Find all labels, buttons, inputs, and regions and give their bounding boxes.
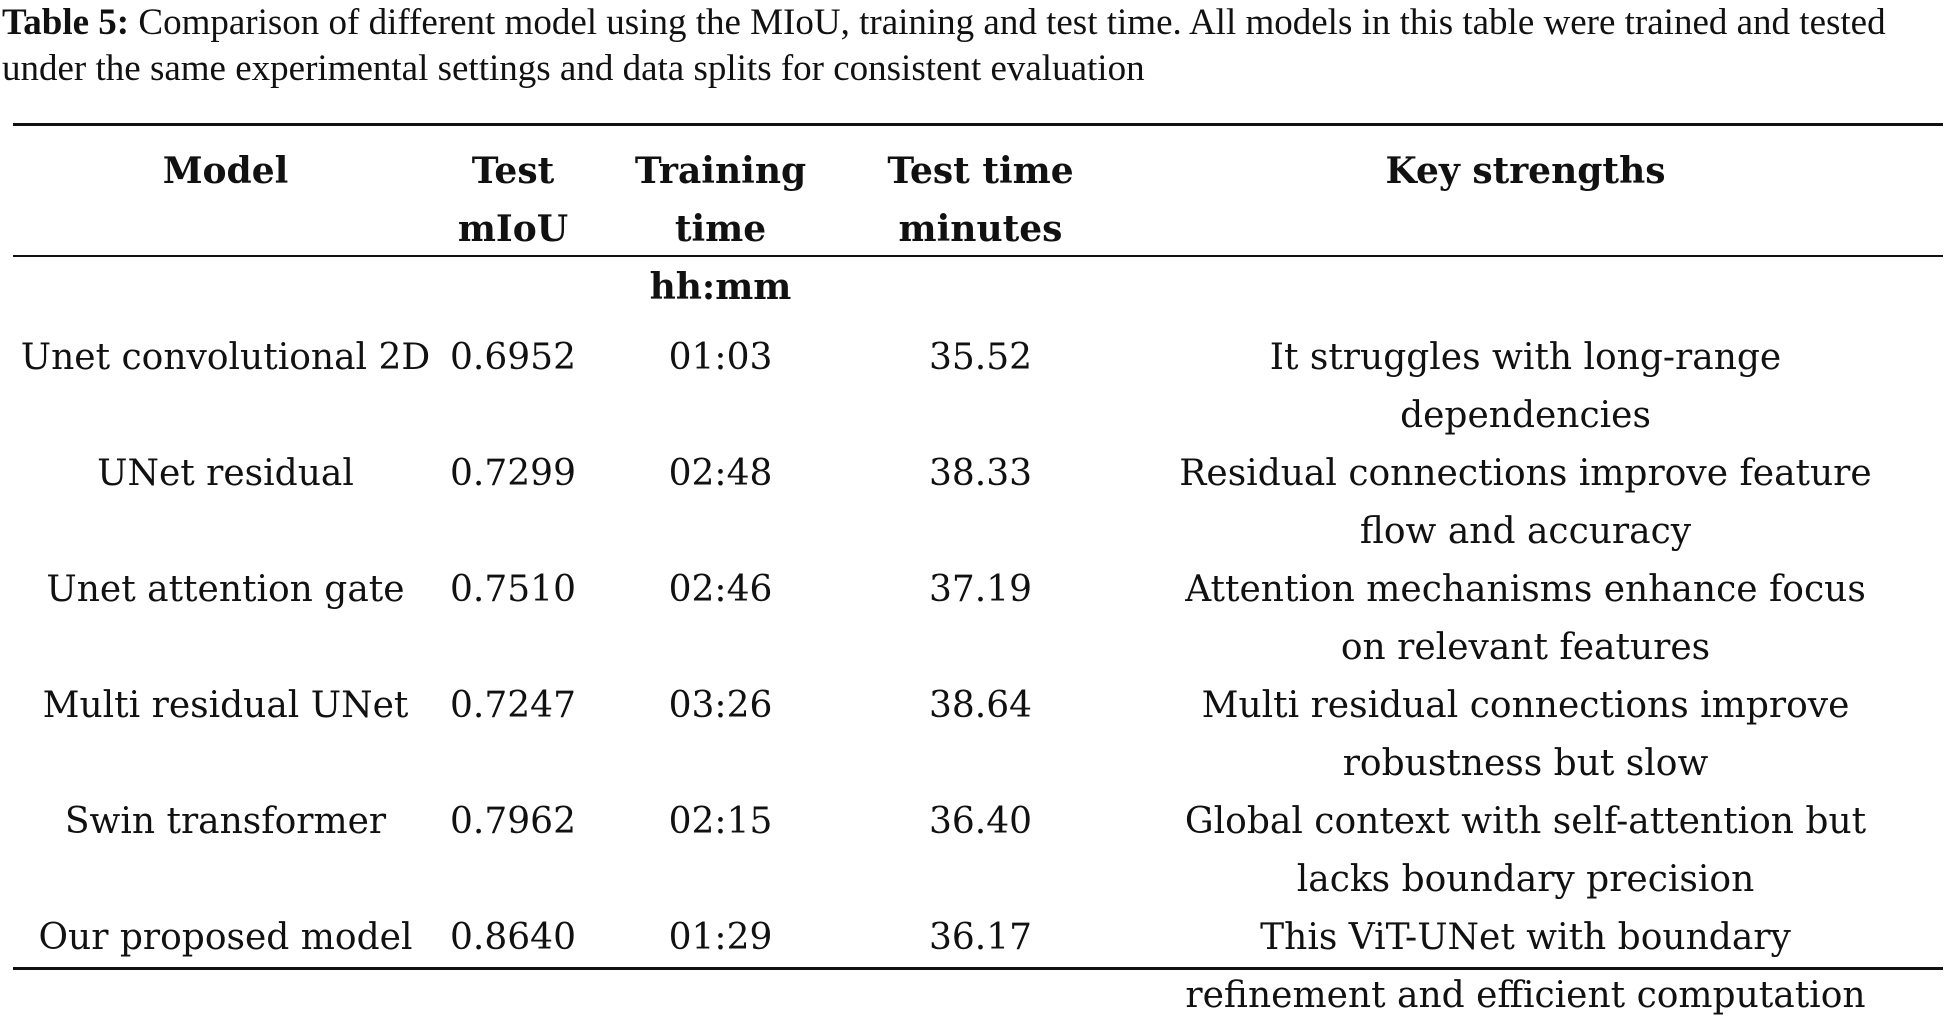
cell-test-time: 35.52 [928, 337, 1033, 378]
header-test-time: Test time minutes [853, 142, 1108, 316]
cell-miou: 0.8640 [450, 917, 576, 958]
table-caption: Table 5: Comparison of different model u… [2, 0, 1952, 92]
cell-key-strengths: This ViT-UNet with boundary refinement an… [1108, 909, 1943, 1025]
header-key-strengths-text: Key strengths [1385, 150, 1666, 192]
cell-key-strengths: It struggles with long-range dependencies [1108, 316, 1943, 445]
cell-key-strengths: Residual connections improve feature flow… [1108, 445, 1943, 561]
header-model: Model [13, 142, 438, 316]
cell-training-time: 02:48 [668, 453, 773, 494]
cell-test-time: 36.17 [928, 917, 1033, 958]
header-test-time-line2: minutes [898, 208, 1063, 250]
cell-training-time: 03:26 [668, 685, 773, 726]
cell-key-strengths-line2: refinement and efficient computation [1185, 975, 1866, 1016]
header-test-time-line1: Test time [887, 150, 1074, 192]
cell-key-strengths-line2: dependencies [1400, 395, 1651, 436]
cell-model: Our proposed model [38, 917, 413, 958]
cell-key-strengths-line1: It struggles with long-range [1269, 337, 1782, 378]
header-test-miou-line2: mIoU [457, 208, 569, 250]
cell-model: UNet residual [97, 453, 354, 494]
cell-training-time: 01:29 [668, 917, 773, 958]
header-model-text: Model [162, 150, 289, 192]
header-training-time: Training time hh:mm [588, 142, 853, 316]
header-test-miou-line1: Test [471, 150, 555, 192]
cell-test-time: 38.64 [928, 685, 1033, 726]
table-row: Multi residual UNet 0.7247 03:26 38.64 M… [13, 677, 1943, 793]
cell-model: Multi residual UNet [42, 685, 409, 726]
table-bottom-rule [13, 967, 1943, 970]
table-row: UNet residual 0.7299 02:48 38.33 Residua… [13, 445, 1943, 561]
cell-training-time: 02:46 [668, 569, 773, 610]
table-header-row: Model Test mIoU Training time hh:mm Test t… [13, 142, 1943, 316]
cell-miou: 0.7247 [450, 685, 576, 726]
cell-miou: 0.7962 [450, 801, 576, 842]
cell-model: Swin transformer [64, 801, 387, 842]
table-row: Our proposed model 0.8640 01:29 36.17 Th… [13, 909, 1943, 1025]
cell-key-strengths: Multi residual connections improve robust… [1108, 677, 1943, 793]
cell-key-strengths-line2: on relevant features [1340, 627, 1711, 668]
header-training-time-line2: hh:mm [649, 266, 792, 308]
table-row: Swin transformer 0.7962 02:15 36.40 Glob… [13, 793, 1943, 909]
comparison-table: Model Test mIoU Training time hh:mm Test t… [13, 142, 1943, 1025]
cell-key-strengths-line1: This ViT-UNet with boundary [1260, 917, 1791, 958]
table-header-rule [13, 255, 1943, 257]
cell-test-time: 37.19 [928, 569, 1033, 610]
header-key-strengths: Key strengths [1108, 142, 1943, 316]
cell-miou: 0.6952 [450, 337, 576, 378]
cell-key-strengths-line1: Attention mechanisms enhance focus [1185, 569, 1866, 610]
cell-key-strengths-line1: Residual connections improve feature [1179, 453, 1872, 494]
cell-model: Unet attention gate [46, 569, 405, 610]
cell-key-strengths-line2: flow and accuracy [1359, 511, 1692, 552]
cell-miou: 0.7510 [450, 569, 576, 610]
table-caption-label: Table 5: [2, 2, 130, 43]
cell-test-time: 36.40 [928, 801, 1033, 842]
cell-key-strengths-line2: robustness but slow [1342, 743, 1709, 784]
cell-key-strengths: Global context with self-attention but la… [1108, 793, 1943, 909]
cell-key-strengths-line1: Multi residual connections improve [1201, 685, 1850, 726]
cell-miou: 0.7299 [450, 453, 576, 494]
cell-key-strengths: Attention mechanisms enhance focus on rel… [1108, 561, 1943, 677]
cell-model: Unet convolutional 2D [20, 337, 431, 378]
header-training-time-line1: Training time [634, 150, 807, 250]
table-top-rule [13, 123, 1943, 126]
header-test-miou: Test mIoU [438, 142, 588, 316]
table-caption-text: Comparison of different model using the … [2, 2, 1886, 89]
cell-key-strengths-line1: Global context with self-attention but [1184, 801, 1867, 842]
cell-training-time: 02:15 [668, 801, 773, 842]
cell-training-time: 01:03 [668, 337, 773, 378]
cell-test-time: 38.33 [928, 453, 1033, 494]
table-row: Unet attention gate 0.7510 02:46 37.19 A… [13, 561, 1943, 677]
table-row: Unet convolutional 2D 0.6952 01:03 35.52… [13, 316, 1943, 445]
cell-key-strengths-line2: lacks boundary precision [1296, 859, 1755, 900]
